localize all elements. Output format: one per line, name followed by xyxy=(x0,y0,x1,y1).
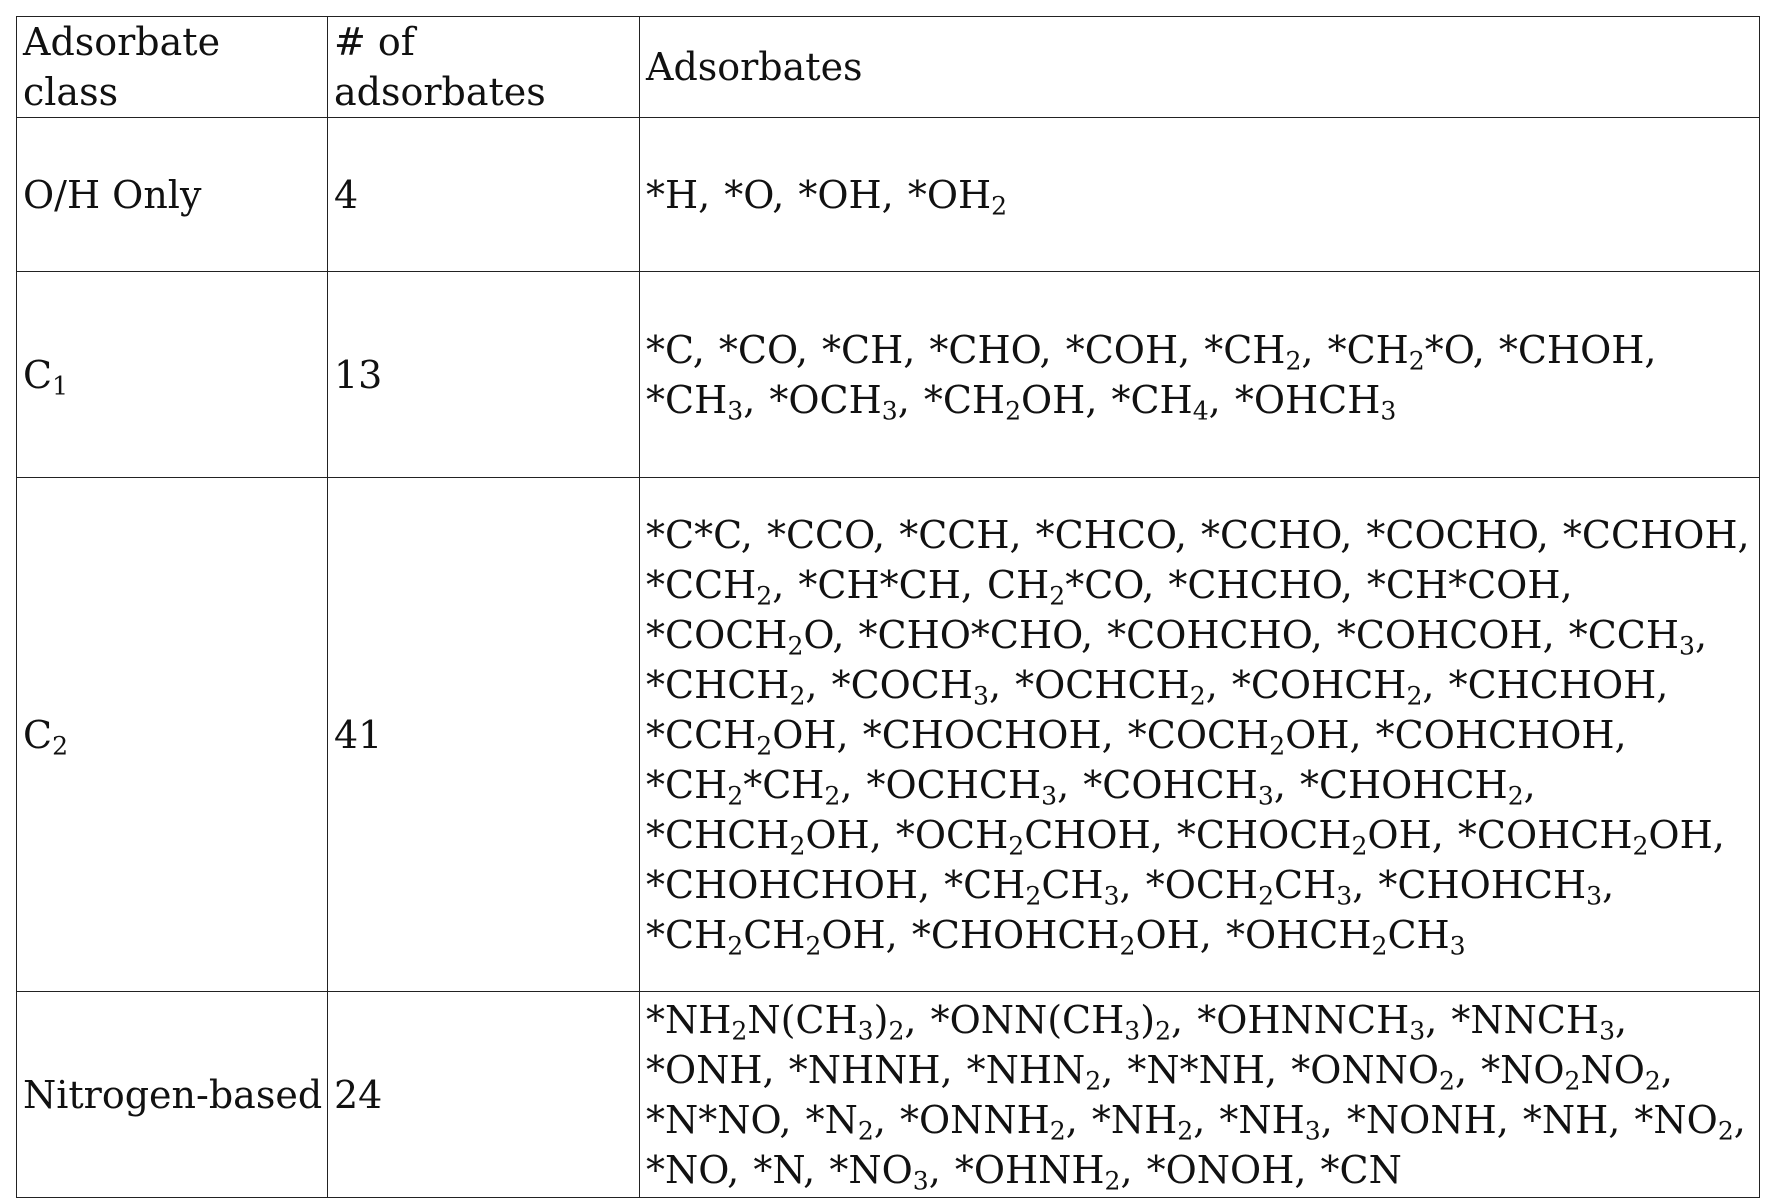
count-cell: 13 xyxy=(327,271,640,478)
class-cell: C2 xyxy=(16,477,328,992)
adsorbates-cell: *NH2N(CH3)2, *ONN(CH3)2, *OHNNCH3, *NNCH… xyxy=(639,991,1760,1198)
table-row: O/H Only 4 *H, *O, *OH, *OH2 xyxy=(16,117,1760,272)
table-row: C2 41 *C*C, *CCO, *CCH, *CHCO, *CCHO, *C… xyxy=(16,477,1760,992)
count-cell: 4 xyxy=(327,117,640,272)
class-label: Nitrogen-based xyxy=(23,1072,323,1117)
class-cell: Nitrogen-based xyxy=(16,991,328,1198)
header-adsorbates: Adsorbates xyxy=(639,16,1760,118)
table-row: C1 13 *C, *CO, *CH, *CHO, *COH, *CH2, *C… xyxy=(16,271,1760,478)
adsorbate-table: Adsorbate class # of adsorbates Adsorbat… xyxy=(16,16,1760,1198)
adsorbates-cell: *H, *O, *OH, *OH2 xyxy=(639,117,1760,272)
header-row: Adsorbate class # of adsorbates Adsorbat… xyxy=(16,16,1760,118)
adsorbates-cell: *C*C, *CCO, *CCH, *CHCO, *CCHO, *COCHO, … xyxy=(639,477,1760,992)
header-count: # of adsorbates xyxy=(327,16,640,118)
class-label: C xyxy=(23,712,53,757)
header-adsorbate-class: Adsorbate class xyxy=(16,16,328,118)
class-cell: O/H Only xyxy=(16,117,328,272)
count-cell: 24 xyxy=(327,991,640,1198)
count-cell: 41 xyxy=(327,477,640,992)
adsorbates-cell: *C, *CO, *CH, *CHO, *COH, *CH2, *CH2*O, … xyxy=(639,271,1760,478)
class-label: C xyxy=(23,352,53,397)
table-row: Nitrogen-based 24 *NH2N(CH3)2, *ONN(CH3)… xyxy=(16,991,1760,1198)
class-subscript: 2 xyxy=(52,730,69,760)
class-subscript: 1 xyxy=(52,370,69,400)
class-cell: C1 xyxy=(16,271,328,478)
class-label: O/H Only xyxy=(23,172,202,217)
